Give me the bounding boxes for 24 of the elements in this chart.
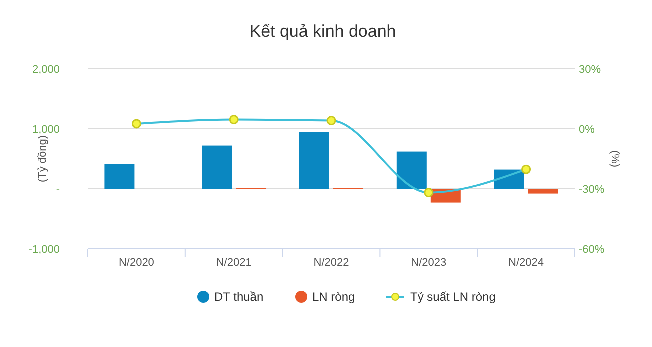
x-tick-label: N/2024	[508, 257, 544, 269]
y2-tick-label: 0%	[579, 124, 596, 136]
bar	[104, 164, 135, 189]
bar	[396, 152, 427, 189]
y2-tick-label: -30%	[579, 184, 605, 196]
y2-tick-label: -60%	[579, 244, 605, 256]
x-tick-label: N/2023	[411, 257, 447, 269]
legend-label: LN ròng	[312, 290, 356, 304]
bar	[202, 146, 232, 189]
x-tick-label: N/2021	[216, 257, 252, 269]
x-tick-label: N/2020	[118, 257, 154, 269]
y-axis-title: (Tỷ đồng)	[37, 135, 49, 183]
bar	[300, 132, 330, 189]
legend-label: Tỷ suất LN ròng	[410, 290, 496, 304]
bar	[528, 189, 558, 194]
legend-label: DT thuần	[214, 290, 264, 304]
y2-tick-label: 30%	[579, 64, 602, 76]
y2-axis-title: (%)	[609, 150, 621, 168]
x-tick-label: N/2022	[314, 257, 350, 269]
y-tick-label: 2,000	[32, 64, 60, 76]
y-tick-label: -1,000	[28, 244, 60, 256]
y-tick-label: -	[56, 184, 60, 196]
y-tick-label: 1,000	[32, 124, 60, 136]
chart-title: Kết quả kinh doanh	[250, 22, 396, 41]
